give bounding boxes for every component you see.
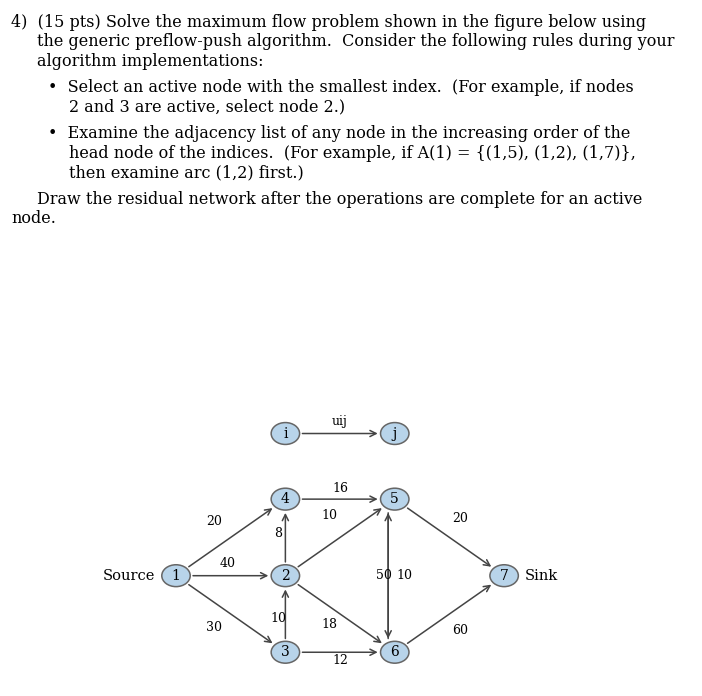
Text: 60: 60 — [452, 624, 468, 637]
Text: 5: 5 — [390, 492, 399, 506]
Ellipse shape — [490, 564, 518, 587]
Text: 50: 50 — [376, 569, 392, 582]
Text: i: i — [283, 427, 288, 441]
Text: 4: 4 — [281, 492, 290, 506]
Ellipse shape — [271, 641, 300, 663]
Text: algorithm implementations:: algorithm implementations: — [37, 53, 264, 70]
Text: 2: 2 — [281, 569, 290, 583]
Text: 10: 10 — [270, 612, 286, 625]
Text: 18: 18 — [321, 619, 337, 631]
Text: Source: Source — [103, 569, 155, 583]
Text: 20: 20 — [206, 514, 223, 528]
Ellipse shape — [380, 422, 409, 445]
Text: head node of the indices.  (For example, if A(1) = {(1,5), (1,2), (1,7)},: head node of the indices. (For example, … — [69, 145, 637, 161]
Text: uij: uij — [332, 415, 348, 428]
Ellipse shape — [380, 641, 409, 663]
Text: Sink: Sink — [525, 569, 558, 583]
Text: then examine arc (1,2) first.): then examine arc (1,2) first.) — [69, 164, 304, 181]
Text: 1: 1 — [171, 569, 180, 583]
Text: 10: 10 — [397, 569, 413, 582]
Text: 6: 6 — [390, 645, 399, 659]
Ellipse shape — [271, 488, 300, 510]
Text: 3: 3 — [281, 645, 290, 659]
Text: 8: 8 — [274, 527, 282, 539]
Text: 16: 16 — [332, 482, 348, 495]
Text: 4)  (15 pts) Solve the maximum flow problem shown in the figure below using: 4) (15 pts) Solve the maximum flow probl… — [11, 14, 647, 31]
Ellipse shape — [161, 564, 190, 587]
Text: Draw the residual network after the operations are complete for an active: Draw the residual network after the oper… — [37, 191, 642, 207]
Text: •  Select an active node with the smallest index.  (For example, if nodes: • Select an active node with the smalles… — [48, 79, 633, 96]
Text: 40: 40 — [220, 557, 236, 570]
Text: 20: 20 — [452, 512, 468, 525]
Text: 7: 7 — [500, 569, 508, 583]
Text: •  Examine the adjacency list of any node in the increasing order of the: • Examine the adjacency list of any node… — [48, 125, 630, 142]
Text: 2 and 3 are active, select node 2.): 2 and 3 are active, select node 2.) — [69, 99, 345, 116]
Text: 10: 10 — [321, 509, 337, 522]
Text: the generic preflow-push algorithm.  Consider the following rules during your: the generic preflow-push algorithm. Cons… — [37, 33, 675, 50]
Text: node.: node. — [11, 210, 56, 227]
Text: j: j — [392, 427, 397, 441]
Text: 30: 30 — [206, 621, 223, 634]
Text: 12: 12 — [332, 654, 348, 667]
Ellipse shape — [271, 564, 300, 587]
Ellipse shape — [271, 422, 300, 445]
Ellipse shape — [380, 488, 409, 510]
